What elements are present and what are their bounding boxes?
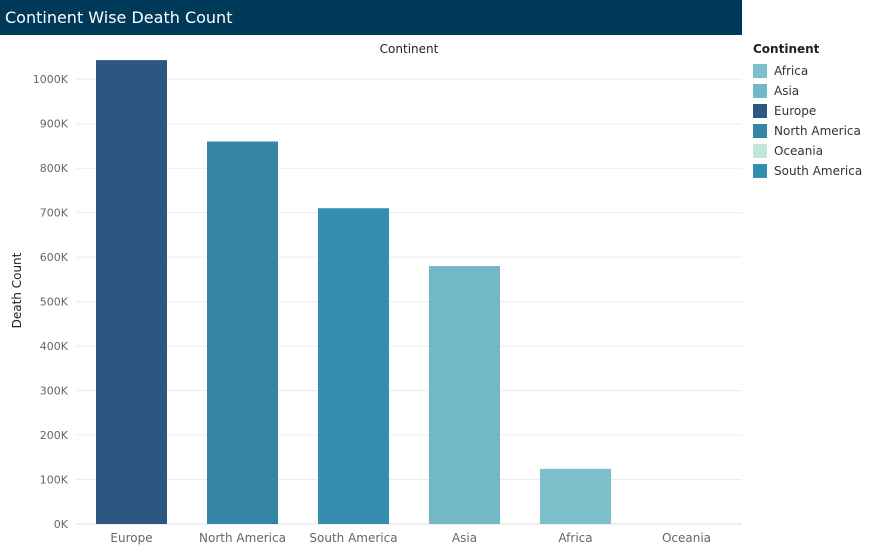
bar xyxy=(318,208,389,524)
y-tick-label: 300K xyxy=(40,385,69,398)
legend-item[interactable]: South America xyxy=(753,161,862,181)
bar xyxy=(96,60,167,524)
y-tick-label: 1000K xyxy=(33,73,69,86)
legend-swatch xyxy=(753,84,767,98)
legend-label: South America xyxy=(774,164,863,178)
y-axis-label: Death Count xyxy=(10,252,24,328)
y-tick-label: 900K xyxy=(40,118,69,131)
chart-title-bar: Continent Wise Death Count xyxy=(0,0,742,35)
y-tick-label: 200K xyxy=(40,429,69,442)
legend-item[interactable]: Europe xyxy=(753,101,862,121)
y-tick-label: 400K xyxy=(40,340,69,353)
y-tick-label: 0K xyxy=(54,518,69,531)
legend-swatch xyxy=(753,124,767,138)
legend-label: Africa xyxy=(774,64,809,78)
legend-item[interactable]: Asia xyxy=(753,81,862,101)
bar xyxy=(429,266,500,524)
dashboard-title: Continent Wise Death Count xyxy=(5,8,233,27)
legend-swatch xyxy=(753,164,767,178)
chart-header-label: Continent xyxy=(380,42,439,56)
legend-title: Continent xyxy=(753,42,820,56)
legend-item[interactable]: Africa xyxy=(753,61,862,81)
legend-label: Oceania xyxy=(774,144,824,158)
y-tick-label: 100K xyxy=(40,474,69,487)
y-tick-label: 500K xyxy=(40,296,69,309)
bar-chart: Continent Death Count 0K 100K 200K 300K 400K 50… xyxy=(10,42,742,545)
legend-swatch xyxy=(753,144,767,158)
y-tick-label: 800K xyxy=(40,162,69,175)
legend-item[interactable]: Oceania xyxy=(753,141,862,161)
bar xyxy=(540,468,611,524)
x-tick-label: Africa xyxy=(558,531,592,545)
x-tick-label: South America xyxy=(309,531,397,545)
legend-item[interactable]: North America xyxy=(753,121,862,141)
legend: Continent Africa Asia Europe North America O… xyxy=(753,41,862,181)
x-tick-label: Asia xyxy=(452,531,477,545)
legend-label: North America xyxy=(774,124,861,138)
y-tick-label: 600K xyxy=(40,251,69,264)
legend-label: Europe xyxy=(774,104,817,118)
x-tick-label: Europe xyxy=(110,531,152,545)
x-tick-label: North America xyxy=(199,531,286,545)
x-tick-label: Oceania xyxy=(662,531,711,545)
legend-swatch xyxy=(753,104,767,118)
bar xyxy=(207,141,278,524)
legend-swatch xyxy=(753,64,767,78)
y-tick-label: 700K xyxy=(40,207,69,220)
legend-label: Asia xyxy=(774,84,800,98)
